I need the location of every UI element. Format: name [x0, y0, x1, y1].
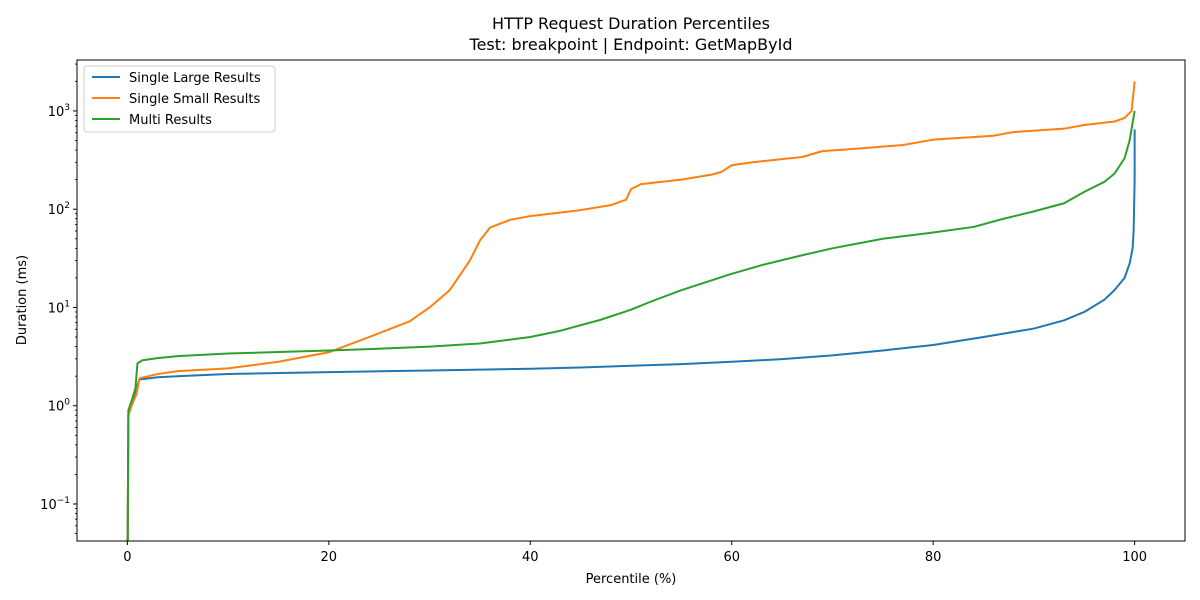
y-tick-label: 103 — [48, 103, 70, 120]
legend: Single Large Results Single Small Result… — [83, 65, 276, 133]
legend-label-single-large: Single Large Results — [129, 71, 261, 86]
x-tick-label: 80 — [925, 550, 942, 565]
y-tick-label: 10−1 — [40, 496, 70, 513]
x-axis-label: Percentile (%) — [586, 572, 677, 587]
series-lines — [126, 81, 1136, 541]
series-line-single-large-results — [126, 129, 1136, 541]
series-line-single-small-results — [126, 81, 1136, 541]
y-axis-ticks: 10−1 100 101 102 103 — [40, 63, 77, 534]
y-tick-label: 100 — [48, 398, 71, 415]
plot-frame — [76, 59, 1186, 542]
x-tick-label: 60 — [723, 550, 740, 565]
legend-label-multi: Multi Results — [129, 113, 212, 128]
x-axis-ticks: 0 20 40 60 80 100 — [123, 541, 1147, 565]
y-tick-label: 101 — [48, 299, 70, 316]
chart-subtitle: Test: breakpoint | Endpoint: GetMapById — [469, 35, 793, 54]
legend-box — [83, 65, 276, 133]
x-tick-label: 100 — [1122, 550, 1147, 565]
chart-title: HTTP Request Duration Percentiles — [492, 14, 770, 33]
y-axis-label: Duration (ms) — [15, 255, 30, 345]
x-tick-label: 20 — [321, 550, 338, 565]
x-tick-label: 0 — [123, 550, 131, 565]
x-tick-label: 40 — [522, 550, 539, 565]
series-line-multi-results — [126, 110, 1136, 541]
legend-label-single-small: Single Small Results — [129, 92, 261, 107]
y-tick-label: 102 — [48, 201, 70, 218]
